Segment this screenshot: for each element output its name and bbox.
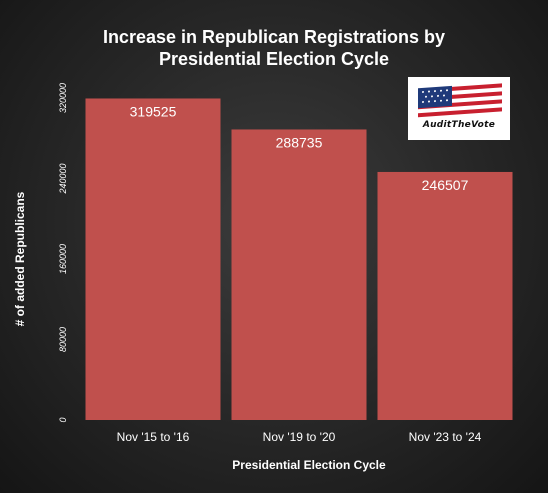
y-axis-label: # of added Republicans (13, 191, 27, 326)
y-tick-label: 240000 (58, 163, 68, 194)
y-tick-label: 160000 (58, 244, 68, 274)
chart-title-line-2: Presidential Election Cycle (158, 49, 390, 69)
y-tick-label: 80000 (58, 327, 68, 352)
bar (377, 171, 513, 420)
us-flag-icon (418, 82, 502, 123)
chart-title: Increase in Republican Registrations by … (0, 26, 548, 70)
logo-text: AuditTheVote (422, 120, 496, 130)
x-tick-label: Nov '23 to '24 (409, 430, 482, 444)
bar (231, 129, 367, 421)
x-axis-label: Presidential Election Cycle (232, 458, 386, 472)
data-label: 319525 (130, 103, 177, 119)
y-tick-label: 320000 (58, 83, 68, 113)
chart-title-line-1: Increase in Republican Registrations by (102, 27, 446, 47)
data-label: 246507 (422, 177, 469, 193)
audit-the-vote-logo: AuditTheVote (408, 77, 510, 140)
bar (85, 98, 221, 420)
x-tick-label: Nov '15 to '16 (117, 430, 190, 444)
x-tick-label: Nov '19 to '20 (263, 430, 336, 444)
data-label: 288735 (276, 134, 323, 150)
y-tick-label: 0 (58, 417, 68, 422)
